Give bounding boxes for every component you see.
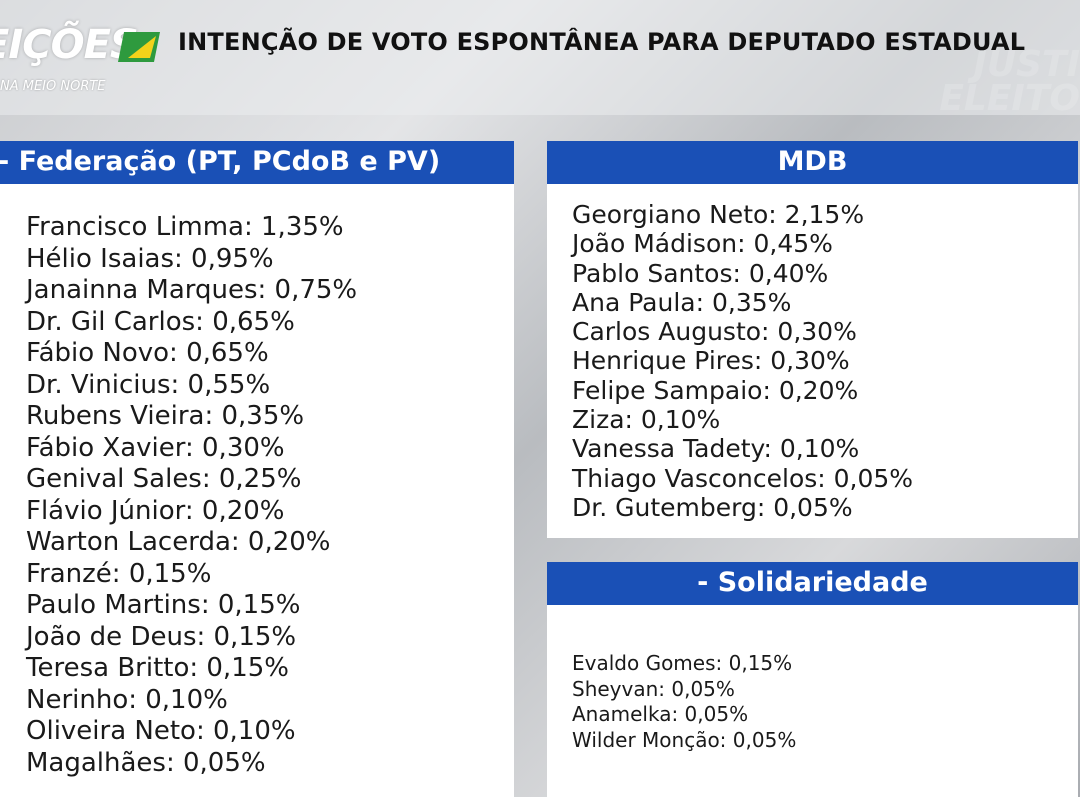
candidate-item: Genival Sales: 0,25% [26, 464, 302, 494]
candidate-item: Pablo Santos: 0,40% [572, 258, 829, 288]
candidate-item: Franzé: 0,15% [26, 558, 212, 589]
solidariedade-panel-title: - Solidariedade [697, 567, 928, 598]
candidate-item: Wilder Monção: 0,05% [572, 727, 797, 752]
mdb-panel: Georgiano Neto: 2,15% João Mádison: 0,45%… [547, 184, 1078, 538]
solidariedade-panel-header: - Solidariedade [547, 562, 1078, 605]
mdb-candidate-list: Georgiano Neto: 2,15% João Mádison: 0,45%… [547, 184, 1078, 522]
candidate-item: Vanessa Tadety: 0,10% [572, 434, 860, 464]
federacao-panel-header: - Federação (PT, PCdoB e PV) [0, 141, 514, 184]
brazil-flag-icon [118, 32, 160, 62]
candidate-item: Ana Paula: 0,35% [572, 287, 792, 317]
header-bar: EIÇÕES NA MEIO NORTE INTENÇÃO DE VOTO ES… [0, 0, 1080, 115]
candidate-item: Carlos Augusto: 0,30% [572, 317, 857, 347]
candidate-item: João Mádison: 0,45% [572, 229, 833, 259]
page-title: INTENÇÃO DE VOTO ESPONTÂNEA PARA DEPUTAD… [178, 28, 1026, 56]
candidate-item: Teresa Britto: 0,15% [26, 653, 289, 683]
candidate-item: Fábio Xavier: 0,30% [26, 432, 285, 463]
candidate-item: Janainna Marques: 0,75% [26, 275, 358, 305]
candidate-item: Oliveira Neto: 0,10% [26, 716, 296, 746]
federacao-candidate-list: Francisco Limma: 1,35% Hélio Isaias: 0,95… [0, 184, 514, 779]
candidate-item: Rubens Vieira: 0,35% [26, 401, 305, 431]
eleicoes-logo: EIÇÕES NA MEIO NORTE [0, 22, 170, 102]
candidate-item: Fábio Novo: 0,65% [26, 338, 269, 368]
candidate-item: Henrique Pires: 0,30% [572, 346, 850, 376]
candidate-item: Paulo Martins: 0,15% [26, 590, 301, 620]
logo-text: EIÇÕES [0, 22, 139, 68]
federacao-panel: Francisco Limma: 1,35% Hélio Isaias: 0,95… [0, 184, 514, 797]
candidate-item: Hélio Isaias: 0,95% [26, 243, 274, 274]
candidate-item: Francisco Limma: 1,35% [26, 212, 344, 242]
candidate-item: Evaldo Gomes: 0,15% [572, 651, 793, 675]
candidate-item: Flávio Júnior: 0,20% [26, 495, 285, 526]
candidate-item: Georgiano Neto: 2,15% [572, 200, 865, 229]
mdb-panel-header: MDB [547, 141, 1078, 184]
candidate-item: Magalhães: 0,05% [26, 747, 266, 778]
candidate-item: Dr. Gil Carlos: 0,65% [26, 306, 295, 337]
solidariedade-candidate-list: Evaldo Gomes: 0,15% Sheyvan: 0,05% Anamelk… [547, 605, 1078, 753]
candidate-item: Dr. Gutemberg: 0,05% [572, 492, 853, 522]
candidate-item: Sheyvan: 0,05% [572, 676, 735, 701]
candidate-item: Anamelka: 0,05% [572, 702, 749, 726]
candidate-item: Warton Lacerda: 0,20% [26, 527, 331, 557]
logo-subtitle: NA MEIO NORTE [0, 79, 106, 94]
federacao-panel-title: - Federação (PT, PCdoB e PV) [0, 146, 441, 177]
candidate-item: Ziza: 0,10% [572, 405, 721, 435]
candidate-item: João de Deus: 0,15% [26, 621, 297, 652]
mdb-panel-title: MDB [777, 146, 848, 177]
candidate-item: Dr. Vinicius: 0,55% [26, 369, 271, 400]
candidate-item: Felipe Sampaio: 0,20% [572, 375, 859, 405]
solidariedade-panel: Evaldo Gomes: 0,15% Sheyvan: 0,05% Anamelk… [547, 605, 1078, 797]
candidate-item: Nerinho: 0,10% [26, 684, 228, 715]
candidate-item: Thiago Vasconcelos: 0,05% [572, 463, 914, 493]
